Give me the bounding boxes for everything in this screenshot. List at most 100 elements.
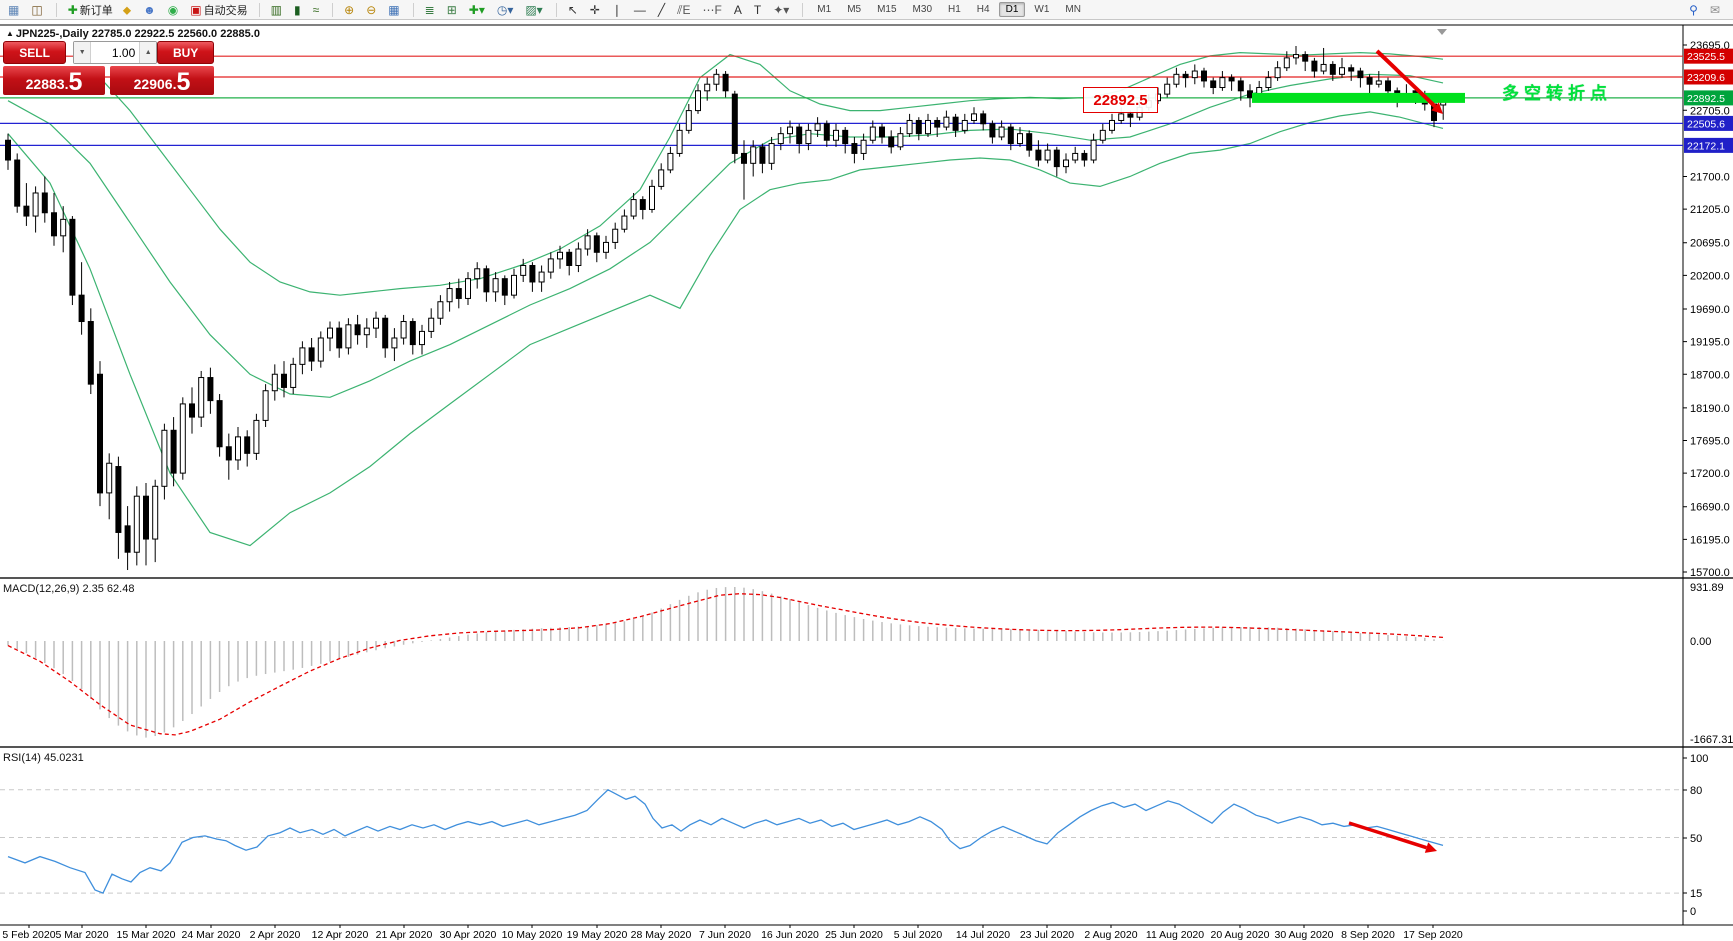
arrows-icon[interactable]: ✦▾ xyxy=(768,0,796,19)
zoom-in-icon[interactable]: ⊕ xyxy=(339,0,361,19)
timeframe-m15[interactable]: M15 xyxy=(877,4,897,15)
candle xyxy=(1311,60,1318,72)
market-watch-icon[interactable]: ◫ xyxy=(26,0,49,19)
indicators-icon[interactable]: ≣ xyxy=(420,0,442,19)
date-label: 16 Jun 2020 xyxy=(761,929,819,941)
template-icon: ▨▾ xyxy=(525,2,543,17)
date-label: 25 Jun 2020 xyxy=(825,929,883,941)
timeframe-mn[interactable]: MN xyxy=(1065,4,1081,15)
timeframe-d1[interactable]: D1 xyxy=(998,2,1026,17)
annotation-arrows xyxy=(1348,49,1443,853)
candle xyxy=(1081,152,1088,161)
signals-icon[interactable]: ◉ xyxy=(163,0,185,19)
candle xyxy=(1320,63,1327,72)
candle xyxy=(1035,149,1042,161)
timeframe-w1[interactable]: W1 xyxy=(1034,4,1050,15)
autotrading-button[interactable]: ▣ 自动交易 xyxy=(185,0,252,19)
date-label: 11 Aug 2020 xyxy=(1146,929,1204,941)
volume-decrease-button[interactable]: ▼ xyxy=(74,42,92,63)
volume-increase-button[interactable]: ▲ xyxy=(139,42,157,63)
fibonacci-icon[interactable]: ⋯F xyxy=(698,0,729,19)
date-label: 5 Jul 2020 xyxy=(894,929,943,941)
timeframe-m5[interactable]: M5 xyxy=(847,4,862,15)
candle xyxy=(290,363,297,388)
timeframe-m30[interactable]: M30 xyxy=(912,4,932,15)
date-label: 7 Jun 2020 xyxy=(699,929,751,941)
candle xyxy=(529,264,536,283)
profile-icon: ☻ xyxy=(143,2,156,17)
candle-chart-icon[interactable]: ▮ xyxy=(289,0,308,19)
pivot-price-label[interactable]: 22892.5 xyxy=(1083,87,1158,113)
chat-icon[interactable]: ✉ xyxy=(1705,0,1727,19)
date-label: 10 May 2020 xyxy=(502,929,563,941)
profile-icon[interactable]: ☻ xyxy=(138,0,163,19)
vline-icon[interactable]: ❘ xyxy=(607,0,629,19)
volume-input[interactable]: 1.00 xyxy=(111,45,136,60)
candle xyxy=(1265,77,1272,89)
candle xyxy=(1007,126,1014,145)
svg-text:20695.0: 20695.0 xyxy=(1690,238,1730,250)
buy-button[interactable]: BUY xyxy=(157,41,214,64)
price-axis: 23695.022705.021700.021205.020695.020200… xyxy=(1683,40,1733,918)
tile-windows-icon[interactable]: ▦ xyxy=(383,0,406,19)
text-icon[interactable]: A xyxy=(729,0,749,19)
svg-text:22892.5: 22892.5 xyxy=(1687,93,1725,105)
candle xyxy=(474,268,481,280)
add-indicator-icon[interactable]: ✚▾ xyxy=(464,0,492,19)
svg-text:80: 80 xyxy=(1690,785,1702,797)
hline-icon: — xyxy=(633,2,646,17)
candle xyxy=(446,288,453,303)
zoom-out-icon[interactable]: ⊖ xyxy=(361,0,383,19)
line-chart-icon[interactable]: ≈ xyxy=(308,0,327,19)
timeframe-h1[interactable]: H1 xyxy=(948,4,961,15)
toolbar-right: ⚲ ✉ xyxy=(1684,0,1733,19)
styler-icon[interactable]: ⬥ xyxy=(118,0,138,19)
candle xyxy=(189,403,195,418)
search-icon[interactable]: ⚲ xyxy=(1684,0,1705,19)
new-order-button-label: 新订单 xyxy=(79,4,113,17)
autotrading-button-label: 自动交易 xyxy=(203,4,248,17)
candle xyxy=(400,321,407,339)
candle xyxy=(768,143,775,164)
window-icon[interactable]: ▦ xyxy=(3,0,26,19)
svg-text:931.89: 931.89 xyxy=(1690,582,1724,594)
timeframe-m1[interactable]: M1 xyxy=(817,4,832,15)
buy-price-button[interactable]: 22906. 5 xyxy=(110,66,214,95)
crosshair-icon[interactable]: ✛ xyxy=(585,0,607,19)
bar-chart-icon[interactable]: ▥ xyxy=(266,0,289,19)
candle xyxy=(1164,83,1171,95)
candle xyxy=(1044,149,1051,161)
candle xyxy=(759,146,766,164)
svg-text:-1667.31: -1667.31 xyxy=(1690,734,1733,746)
candle xyxy=(1274,67,1281,79)
date-label: 24 Mar 2020 xyxy=(182,929,241,941)
bollinger-upper xyxy=(8,51,1444,296)
candle xyxy=(685,110,692,131)
candle xyxy=(557,251,563,260)
candle xyxy=(676,129,683,154)
candle xyxy=(1339,67,1345,75)
timeframe-h4[interactable]: H4 xyxy=(976,4,990,15)
candle xyxy=(97,373,103,494)
cursor-icon[interactable]: ↖ xyxy=(563,0,585,19)
period-icon[interactable]: ◷▾ xyxy=(492,0,521,19)
pivot-annotation-text[interactable]: 多空转折点 xyxy=(1502,84,1612,103)
text-icon: A xyxy=(733,2,742,17)
toolbar-separator xyxy=(55,2,57,17)
sell-button[interactable]: SELL xyxy=(3,41,67,64)
chart-shift-marker[interactable] xyxy=(1437,29,1447,35)
candle xyxy=(317,337,324,362)
candle xyxy=(492,278,499,293)
trendline-icon[interactable]: ╱ xyxy=(653,0,672,19)
new-order-button[interactable]: ✚ 新订单 xyxy=(63,0,118,19)
indicator-window-icon[interactable]: ⊞ xyxy=(442,0,464,19)
label-icon[interactable]: T xyxy=(749,0,768,19)
candle xyxy=(915,119,922,135)
template-icon[interactable]: ▨▾ xyxy=(520,0,549,19)
channel-icon[interactable]: ⫽E xyxy=(672,0,697,19)
sell-price-button[interactable]: 22883. 5 xyxy=(3,66,105,95)
hline-icon[interactable]: — xyxy=(629,0,653,19)
date-label: 5 Feb 2020 xyxy=(2,929,55,941)
